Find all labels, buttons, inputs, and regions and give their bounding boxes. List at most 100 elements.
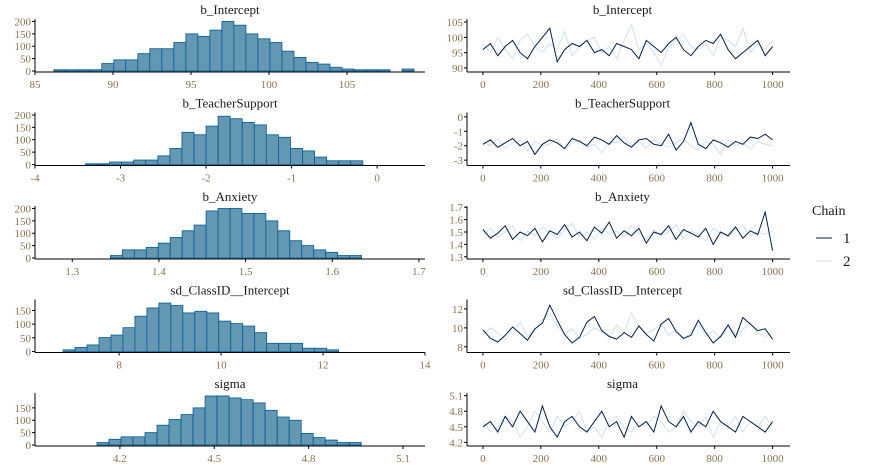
y-tick-label: 12 (452, 304, 463, 316)
y-tick-label: 1.6 (449, 215, 463, 227)
x-tick-label: 4.8 (302, 453, 316, 465)
trace-line-chain-1 (482, 404, 774, 439)
x-tick-label: 600 (648, 266, 665, 278)
trace-line-chain-2 (482, 311, 773, 342)
x-tick-label: 8 (116, 360, 122, 372)
histogram-panel-3: sd_ClassID__Intercept 8 10 12 14 0 50 100 150 (15, 283, 432, 372)
y-tick-label: 1.5 (449, 227, 463, 239)
y-tick-label: 105 (447, 17, 464, 29)
x-tick-label: 400 (591, 360, 608, 372)
x-tick-label: -4 (30, 173, 40, 185)
y-tick-label: 8 (458, 342, 464, 354)
y-tick-label: 0 (26, 66, 32, 78)
y-tick-label: 100 (447, 32, 464, 44)
x-tick-label: 200 (533, 266, 550, 278)
y-tick-label: 0 (26, 160, 32, 172)
y-tick-label: 0 (26, 440, 32, 452)
y-tick-label: -3 (454, 155, 464, 167)
x-tick-label: 1.5 (239, 266, 253, 278)
x-tick-label: 0 (480, 173, 486, 185)
x-tick-label: 1.3 (65, 266, 79, 278)
y-tick-label: 4.8 (449, 406, 463, 418)
y-tick-label: 100 (15, 41, 32, 53)
x-tick-label: 12 (318, 360, 329, 372)
y-tick-label: 50 (20, 147, 32, 159)
y-tick-label: 150 (15, 305, 32, 317)
panel-title: b_Anxiety (595, 189, 650, 204)
trace-line-chain-1 (482, 210, 774, 251)
trace-line-chain-1 (482, 27, 773, 64)
y-tick-label: 1.7 (449, 202, 463, 214)
x-tick-label: 400 (591, 79, 608, 91)
panel-title: sd_ClassID__Intercept (563, 283, 683, 298)
histogram-bar (377, 69, 391, 72)
x-tick-label: 600 (648, 173, 665, 185)
y-tick-label: 100 (15, 415, 32, 427)
x-tick-label: 1000 (762, 266, 785, 278)
x-tick-label: 600 (648, 360, 665, 372)
histogram-bar (349, 255, 362, 259)
panel-title: sigma (607, 376, 638, 391)
x-tick-label: 400 (591, 266, 608, 278)
x-tick-label: 0 (480, 79, 486, 91)
x-tick-label: 5.1 (396, 453, 410, 465)
trace-line-chain-2 (482, 222, 773, 242)
trace-line-chain-1 (482, 303, 774, 344)
histogram-bar (254, 332, 268, 352)
x-tick-label: 800 (706, 79, 723, 91)
x-tick-label: 1000 (762, 79, 785, 91)
y-tick-label: 150 (15, 29, 32, 41)
x-tick-label: 4.2 (113, 453, 127, 465)
y-tick-label: 0 (26, 253, 32, 265)
y-tick-label: 200 (15, 16, 32, 28)
y-tick-label: 1.3 (449, 252, 463, 264)
y-tick-label: 100 (15, 319, 32, 331)
histogram-bar (401, 68, 415, 72)
x-tick-label: 800 (706, 453, 723, 465)
x-tick-label: 1.6 (325, 266, 339, 278)
panel-title: b_Intercept (593, 2, 653, 17)
y-tick-label: 0 (26, 347, 32, 359)
y-tick-label: 4.2 (449, 437, 463, 449)
x-tick-label: 800 (706, 173, 723, 185)
y-tick-label: 150 (15, 122, 32, 134)
y-tick-label: 5.1 (449, 391, 463, 403)
panel-title: sd_ClassID__Intercept (170, 283, 290, 298)
x-tick-label: 1.7 (412, 266, 426, 278)
x-tick-label: 200 (533, 79, 550, 91)
x-tick-label: 1000 (762, 173, 785, 185)
y-tick-label: 50 (20, 333, 32, 345)
x-tick-label: 600 (648, 79, 665, 91)
x-tick-label: 1000 (762, 453, 785, 465)
panel-title: b_Anxiety (203, 189, 258, 204)
x-tick-label: 4.5 (207, 453, 221, 465)
y-tick-label: 1.4 (449, 239, 463, 251)
y-tick-label: 200 (15, 203, 32, 215)
x-tick-label: -2 (201, 173, 210, 185)
histogram-bar (348, 442, 362, 446)
y-tick-label: 95 (452, 48, 464, 60)
y-tick-label: -2 (454, 141, 463, 153)
y-tick-label: -1 (454, 126, 463, 138)
trace-panel-3: sd_ClassID__Intercept 0 200 400 600 800 1000 8 1… (452, 283, 790, 372)
y-tick-label: 150 (15, 216, 32, 228)
histogram-bar (288, 419, 302, 446)
y-tick-label: 50 (20, 241, 32, 253)
x-tick-label: 200 (533, 360, 550, 372)
histogram-bar (350, 160, 364, 165)
x-tick-label: 400 (591, 453, 608, 465)
legend-title: Chain (812, 204, 845, 219)
trace-line-chain-2 (482, 23, 773, 67)
trace-panel-4: sigma 0 200 400 600 800 1000 4.2 4.5 4.8 5.1 (449, 376, 790, 465)
trace-panel-0: b_Intercept 0 200 400 600 800 1000 90 95 100 105 (447, 2, 790, 91)
x-tick-label: -1 (287, 173, 296, 185)
trace-panel-2: b_Anxiety 0 200 400 600 800 1000 1.31.41.51.61.… (449, 189, 790, 278)
histogram-bar (326, 349, 339, 352)
panel-title: b_Intercept (200, 2, 260, 17)
trace-panel-1: b_TeacherSupport 0 200 400 600 800 1000 -3 -2 -1 0 (454, 96, 790, 185)
x-tick-label: 1000 (762, 360, 785, 372)
